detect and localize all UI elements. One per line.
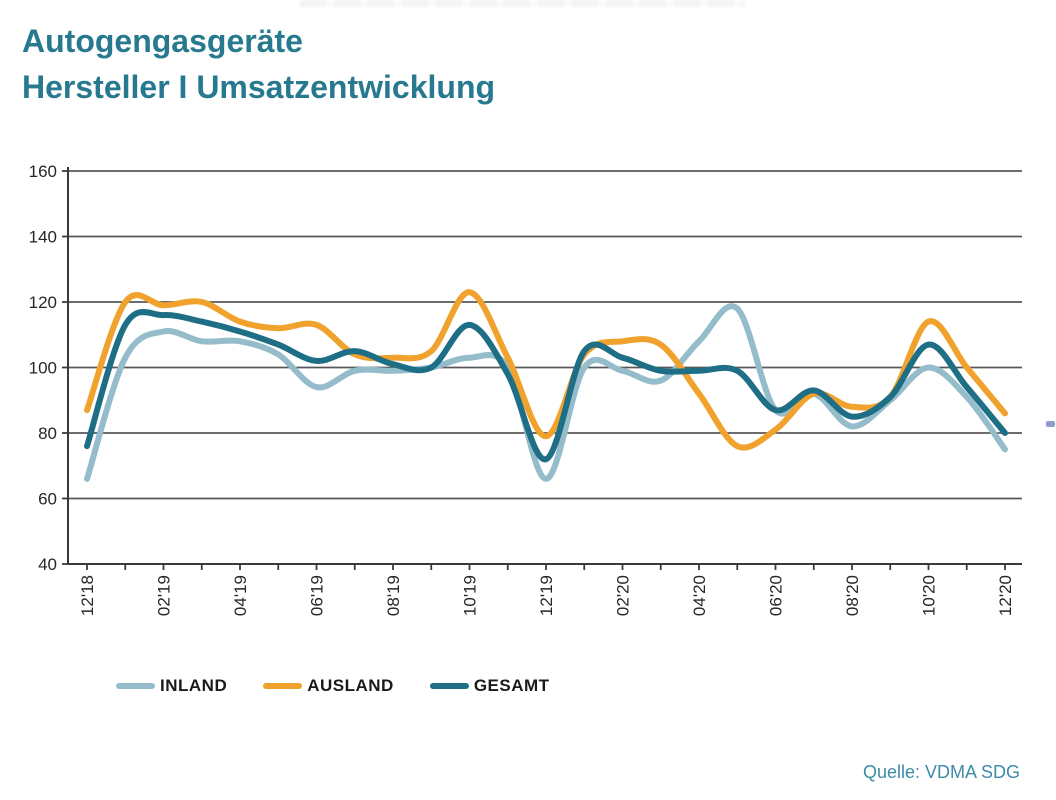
x-tick-label-12'18: 12'18 [78, 575, 97, 616]
x-tick-label-12'19: 12'19 [537, 575, 556, 616]
legend-item-ausland: AUSLAND [263, 676, 394, 696]
edge-artifact [1046, 421, 1055, 427]
line-chart: 40 60 80 100 120 140 160 12'18 02'19 04'19 06'19 08… [29, 162, 1022, 616]
cropped-text-remnant [300, 0, 745, 7]
y-tick-label-60: 60 [38, 490, 57, 509]
y-tick-label-160: 160 [29, 162, 57, 181]
ausland-line-swatch [263, 683, 303, 689]
legend-label-inland: INLAND [160, 676, 228, 695]
legend-label-gesamt: GESAMT [473, 676, 550, 695]
x-tick-label-04'19: 04'19 [231, 575, 250, 616]
x-tick-label-10'20: 10'20 [920, 575, 939, 616]
source-caption: Quelle: VDMA SDG [862, 762, 1020, 782]
x-tick-label-06'20: 06'20 [767, 575, 786, 616]
legend-label-ausland: AUSLAND [307, 676, 394, 695]
x-tick-label-08'20: 08'20 [843, 575, 862, 616]
chart-title-line1: Autogengasgeräte [22, 23, 303, 59]
y-tick-label-120: 120 [29, 293, 57, 312]
chart-title: Autogengasgeräte Hersteller I Umsatzentw… [22, 18, 495, 110]
series-line-inland [84, 303, 1008, 482]
y-tick-label-40: 40 [38, 555, 57, 574]
x-tick-label-02'20: 02'20 [614, 575, 633, 616]
x-tick-label-06'19: 06'19 [308, 575, 327, 616]
chart-legend: INLAND AUSLAND GESAMT [116, 676, 550, 696]
y-tick-label-80: 80 [38, 424, 57, 443]
y-tick-label-140: 140 [29, 228, 57, 247]
series-line-ausland [84, 289, 1008, 451]
x-tick-label-08'19: 08'19 [384, 575, 403, 616]
chart-title-line2: Hersteller I Umsatzentwicklung [22, 69, 496, 105]
series-line-gesamt [84, 309, 1008, 463]
gesamt-line-swatch [429, 683, 469, 689]
legend-item-gesamt: GESAMT [429, 676, 550, 696]
x-tick-label-04'20: 04'20 [690, 575, 709, 616]
x-tick-label-02'19: 02'19 [155, 575, 174, 616]
y-tick-label-100: 100 [29, 359, 57, 378]
x-tick-label-10'19: 10'19 [461, 575, 480, 616]
x-tick-label-12'20: 12'20 [996, 575, 1015, 616]
inland-line-swatch [116, 683, 155, 689]
chart-area: 40 60 80 100 120 140 160 12'18 02'19 04'19 06'19 08… [29, 162, 1022, 616]
legend-item-inland: INLAND [116, 676, 227, 696]
